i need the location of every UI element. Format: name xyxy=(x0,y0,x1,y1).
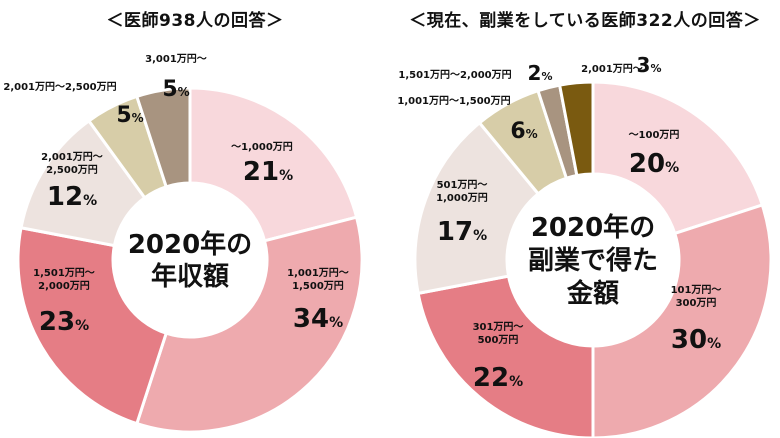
slice-percent-label: 30% xyxy=(671,325,721,355)
chart-title: ＜現在、副業をしている医師322人の回答＞ xyxy=(409,11,761,31)
slice-category-label: 2,001万円～ xyxy=(581,63,643,75)
pie-slice xyxy=(134,86,192,189)
slice-category-label: 1,501万円～2,000万円 xyxy=(398,69,511,81)
pie-slice xyxy=(591,203,773,438)
slice-percent-label: 5% xyxy=(162,77,189,102)
slice-category-label: 301万円～ 500万円 xyxy=(473,321,524,346)
slice-percent-label: 21% xyxy=(243,157,293,187)
slice-category-label: ～100万円 xyxy=(629,129,680,141)
slice-category-label: ～1,000万円 xyxy=(231,141,293,153)
pie-slice xyxy=(188,86,359,243)
pie-slice xyxy=(591,80,765,236)
slice-category-label: 1,001万円～1,500万円 xyxy=(287,267,349,292)
donut-center-label: 2020年の年収額 xyxy=(128,229,252,292)
slice-percent-label: 22% xyxy=(473,363,523,393)
slice-percent-label: 6% xyxy=(510,119,537,144)
donut-chart-income: ～1,000万円 21% 1,001万円～ 1,500万円 34% 1,501万円～ 2,0… xyxy=(3,53,364,434)
slice-category-label: 501万円～ 1,000万円 xyxy=(436,179,488,204)
slice-category-label: 2,001万円～2,500万円 xyxy=(41,151,103,176)
slice-percent-label: 20% xyxy=(629,149,679,179)
slice-category-label: 3,001万円～ xyxy=(145,53,207,65)
chart-title: ＜医師938人の回答＞ xyxy=(106,11,284,31)
pie-slice xyxy=(134,215,364,434)
slice-percent-label: 23% xyxy=(39,307,89,337)
donut-center-label: 2020年の副業で得た金額 xyxy=(528,212,658,309)
slice-percent-label: 12% xyxy=(47,182,97,212)
slice-percent-label: 3% xyxy=(637,53,662,77)
slice-category-label: 2,001万円～2,500万円 xyxy=(3,81,116,93)
slice-category-label: 1,501万円～2,000万円 xyxy=(33,267,95,292)
slice-category-label: 101万円～ 300万円 xyxy=(671,284,722,309)
slice-percent-label: 5% xyxy=(116,103,143,128)
slice-percent-label: 17% xyxy=(437,217,487,247)
pie-slice xyxy=(16,226,169,426)
pie-slice xyxy=(413,120,541,296)
chart-panel-income: ＜医師938人の回答＞ ～1,000万円 21% 1,001万円～ 1,500万円 34… xyxy=(3,11,364,434)
slice-percent-label: 2% xyxy=(528,61,553,85)
pie-slice xyxy=(416,274,595,438)
slice-category-label: 1,001万円～1,500万円 xyxy=(397,95,510,107)
pie-slice xyxy=(557,80,595,178)
chart-panel-side-income: ＜現在、副業をしている医師322人の回答＞ ～100万円 20% 101万円～ 300… xyxy=(390,0,780,438)
donut-chart-side-income: ～100万円 20% 101万円～ 300万円 30% 301万円～ 500万円 22% 501… xyxy=(397,53,773,438)
slice-percent-label: 34% xyxy=(293,304,343,334)
